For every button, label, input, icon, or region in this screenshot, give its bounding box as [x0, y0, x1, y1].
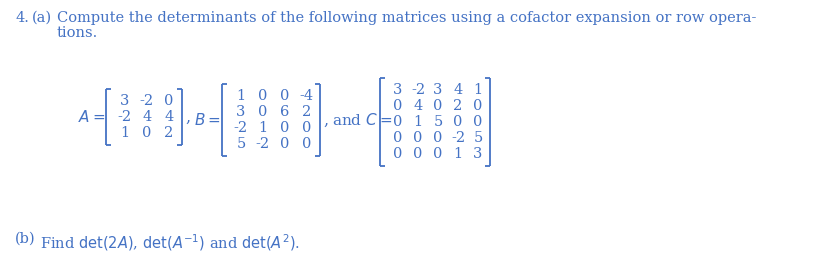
Text: ,: , — [323, 112, 328, 129]
Text: 5: 5 — [433, 115, 443, 129]
Text: $A=$: $A=$ — [78, 109, 105, 125]
Text: tions.: tions. — [57, 26, 98, 40]
Text: 5: 5 — [474, 131, 483, 145]
Text: -2: -2 — [234, 121, 248, 135]
Text: 0: 0 — [258, 89, 268, 103]
Text: 4: 4 — [413, 99, 423, 113]
Text: 0: 0 — [413, 147, 423, 161]
Text: 0: 0 — [281, 89, 290, 103]
Text: and $C=$: and $C=$ — [332, 112, 392, 128]
Text: 5: 5 — [236, 137, 245, 151]
Text: 0: 0 — [281, 137, 290, 151]
Text: -2: -2 — [411, 83, 425, 97]
Text: 4: 4 — [142, 110, 151, 124]
Text: 6: 6 — [281, 105, 290, 119]
Text: 0: 0 — [302, 121, 312, 135]
Text: -4: -4 — [300, 89, 314, 103]
Text: 3: 3 — [433, 83, 443, 97]
Text: 4: 4 — [165, 110, 174, 124]
Text: 1: 1 — [454, 147, 463, 161]
Text: 0: 0 — [454, 115, 463, 129]
Text: -2: -2 — [451, 131, 465, 145]
Text: (a): (a) — [32, 11, 52, 25]
Text: 0: 0 — [258, 105, 268, 119]
Text: 0: 0 — [164, 94, 174, 108]
Text: 0: 0 — [393, 147, 402, 161]
Text: 0: 0 — [302, 137, 312, 151]
Text: 0: 0 — [433, 147, 443, 161]
Text: ,: , — [185, 108, 190, 126]
Text: 0: 0 — [433, 131, 443, 145]
Text: 0: 0 — [413, 131, 423, 145]
Text: 0: 0 — [393, 115, 402, 129]
Text: 0: 0 — [393, 131, 402, 145]
Text: Find $\det(2A)$, $\det(A^{-1})$ and $\det(A^2)$.: Find $\det(2A)$, $\det(A^{-1})$ and $\de… — [40, 232, 300, 253]
Text: $B=$: $B=$ — [194, 112, 221, 128]
Text: 3: 3 — [120, 94, 129, 108]
Text: 0: 0 — [433, 99, 443, 113]
Text: Compute the determinants of the following matrices using a cofactor expansion or: Compute the determinants of the followin… — [57, 11, 756, 25]
Text: 1: 1 — [413, 115, 423, 129]
Text: 4.: 4. — [15, 11, 29, 25]
Text: -2: -2 — [118, 110, 132, 124]
Text: 0: 0 — [142, 126, 151, 140]
Text: 2: 2 — [165, 126, 174, 140]
Text: -2: -2 — [256, 137, 270, 151]
Text: 3: 3 — [473, 147, 483, 161]
Text: 2: 2 — [302, 105, 312, 119]
Text: 4: 4 — [454, 83, 463, 97]
Text: 1: 1 — [259, 121, 267, 135]
Text: 1: 1 — [474, 83, 482, 97]
Text: 0: 0 — [281, 121, 290, 135]
Text: 1: 1 — [120, 126, 129, 140]
Text: 3: 3 — [236, 105, 245, 119]
Text: (b): (b) — [15, 232, 35, 246]
Text: 1: 1 — [236, 89, 245, 103]
Text: 3: 3 — [393, 83, 402, 97]
Text: 0: 0 — [473, 115, 483, 129]
Text: -2: -2 — [139, 94, 154, 108]
Text: 2: 2 — [454, 99, 463, 113]
Text: 0: 0 — [393, 99, 402, 113]
Text: 0: 0 — [473, 99, 483, 113]
